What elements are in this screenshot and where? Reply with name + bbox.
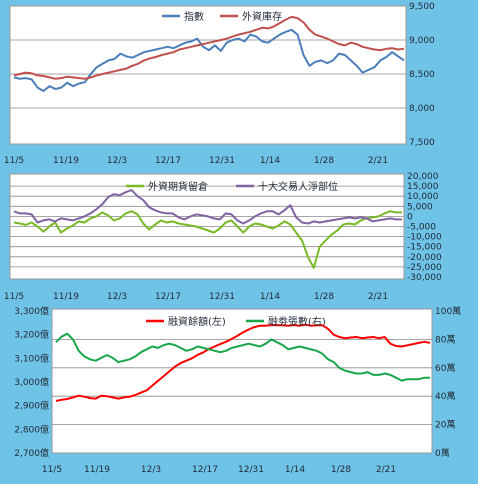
y-tick-label-left: 2,800億 <box>14 423 49 435</box>
legend-label: 外資期貨留倉 <box>148 180 208 193</box>
series-line-2-2 <box>13 189 402 225</box>
legend-label: 融劵張數(右) <box>268 315 326 328</box>
x-tick-label: 1/28 <box>314 292 334 302</box>
x-tick-label: 12/17 <box>192 465 218 475</box>
x-tick-label: 11/5 <box>4 156 24 166</box>
x-tick-label: 11/19 <box>53 156 79 166</box>
y-tick-label-right: -5,000 <box>407 223 436 233</box>
y-tick-label-left: 3,100億 <box>14 352 49 364</box>
y-tick-label-right: 8,500 <box>409 70 435 80</box>
x-tick-label: 1/28 <box>331 465 351 475</box>
x-tick-label: 12/17 <box>155 292 181 302</box>
x-tick-label: 2/21 <box>368 156 388 166</box>
y-tick-label-left: 3,300億 <box>14 305 49 317</box>
y-tick-label-left: 2,700億 <box>14 447 49 459</box>
series-line-1-1 <box>13 28 405 92</box>
y-tick-label-right: 20萬 <box>435 419 455 431</box>
series-line-3-2 <box>55 332 430 382</box>
legend-label: 融資餘額(左) <box>168 315 226 328</box>
y-tick-label-right: -30,000 <box>407 273 442 283</box>
x-tick-label: 12/31 <box>209 156 235 166</box>
x-tick-label: 12/3 <box>107 292 127 302</box>
y-tick-label-right: 5,000 <box>407 202 433 212</box>
legend-label: 外資庫存 <box>242 10 282 23</box>
y-tick-label-left: 3,000億 <box>14 376 49 388</box>
y-tick-label-right: 10,000 <box>407 192 439 202</box>
y-tick-label-right: -15,000 <box>407 243 442 253</box>
y-tick-label-right: 9,000 <box>409 36 435 46</box>
y-tick-label-right: 15,000 <box>407 182 439 192</box>
legend-label: 指數 <box>184 10 204 23</box>
y-tick-label-right: 0萬 <box>435 447 450 459</box>
x-tick-label: 1/14 <box>285 465 305 475</box>
y-tick-label-right: 100萬 <box>435 305 461 317</box>
x-tick-label: 11/19 <box>53 292 79 302</box>
y-tick-label-right: 80萬 <box>435 333 455 345</box>
x-tick-label: 11/19 <box>84 465 110 475</box>
y-tick-label-right: 40萬 <box>435 390 455 402</box>
x-tick-label: 11/5 <box>4 292 24 302</box>
y-tick-label-right: -25,000 <box>407 263 442 273</box>
x-tick-label: 12/3 <box>141 465 161 475</box>
y-tick-label-right: 7,500 <box>409 138 435 148</box>
y-tick-label-right: -20,000 <box>407 253 442 263</box>
y-tick-label-right: 0 <box>407 212 413 222</box>
x-tick-label: 12/3 <box>107 156 127 166</box>
series-line-3-1 <box>55 323 431 402</box>
x-tick-label: 2/21 <box>376 465 396 475</box>
legend-label: 十大交易人淨部位 <box>258 180 338 193</box>
x-tick-label: 12/31 <box>238 465 264 475</box>
x-tick-label: 11/5 <box>42 465 62 475</box>
x-tick-label: 1/28 <box>314 156 334 166</box>
series-line-2-1 <box>13 210 402 269</box>
plot-area-3 <box>51 308 433 454</box>
x-tick-label: 2/21 <box>368 292 388 302</box>
y-tick-label-right: 20,000 <box>407 172 439 182</box>
x-tick-label: 1/14 <box>260 292 280 302</box>
x-tick-label: 12/17 <box>155 156 181 166</box>
plot-area-1 <box>9 5 407 145</box>
y-tick-label-left: 2,900億 <box>14 400 49 412</box>
series-line-1-2 <box>13 15 405 80</box>
y-tick-label-right: 8,000 <box>409 104 435 114</box>
x-tick-label: 12/31 <box>209 292 235 302</box>
y-tick-label-left: 3,200億 <box>14 329 49 341</box>
y-tick-label-right: 60萬 <box>435 362 455 374</box>
y-tick-label-right: -10,000 <box>407 233 442 243</box>
x-tick-label: 1/14 <box>260 156 280 166</box>
y-tick-label-right: 9,500 <box>409 2 435 12</box>
